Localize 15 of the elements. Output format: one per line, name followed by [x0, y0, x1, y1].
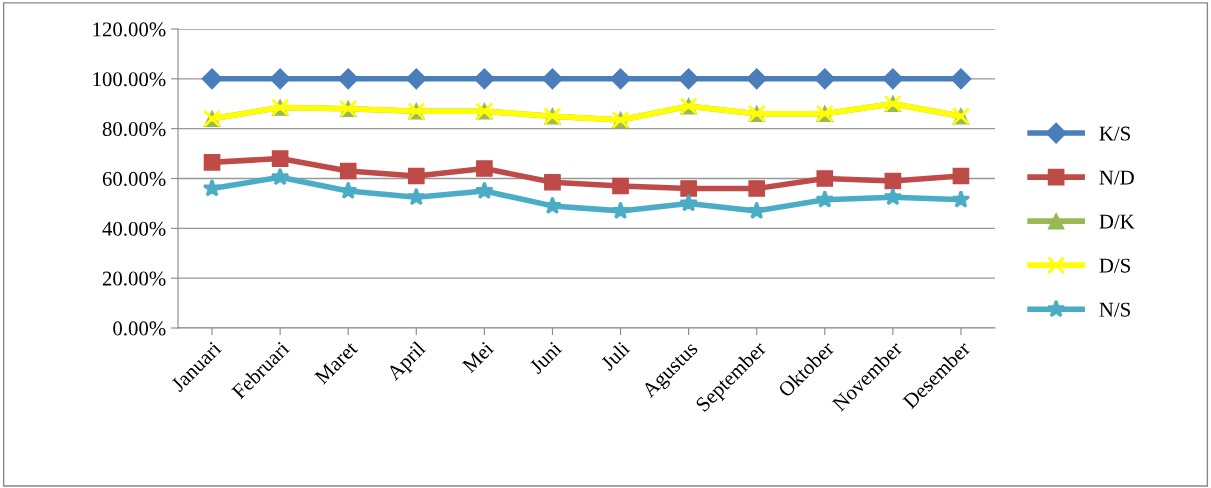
y-tick-label: 60.00%: [102, 171, 166, 187]
legend-label: K/S: [1099, 126, 1130, 141]
y-tick-label: 40.00%: [102, 221, 166, 236]
legend-label: D/S: [1099, 258, 1130, 273]
x-tick-label: Juli: [599, 340, 631, 372]
legend-label: N/S: [1099, 302, 1130, 317]
y-tick-label: 20.00%: [102, 271, 166, 286]
x-tick-label: Juni: [528, 340, 563, 375]
legend-label: D/K: [1099, 214, 1135, 229]
y-tick-label: 100.00%: [93, 72, 166, 87]
legend-label: N/D: [1099, 170, 1134, 185]
x-tick-label: Mei: [461, 340, 495, 374]
y-tick-label: 80.00%: [102, 122, 166, 137]
y-tick-label: 120.00%: [93, 22, 166, 37]
y-tick-label: 0.00%: [113, 321, 166, 336]
